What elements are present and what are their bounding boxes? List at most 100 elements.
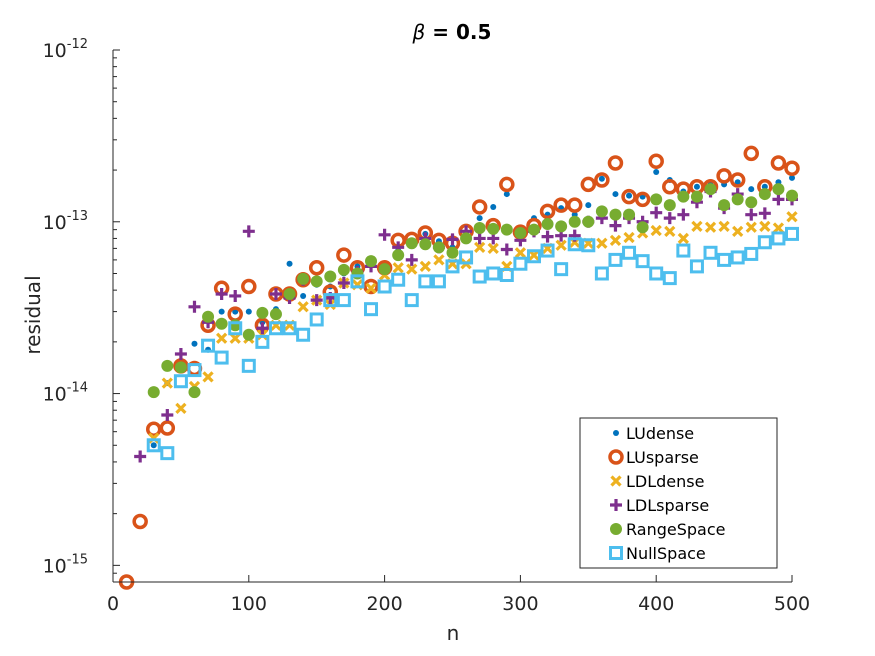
legend-label: LUsparse <box>626 448 699 467</box>
point-NullSpace <box>146 438 161 453</box>
point-LDLsparse <box>310 294 323 307</box>
point-LDLsparse <box>500 243 513 256</box>
point-LDLsparse <box>161 409 174 422</box>
point-LDLdense <box>623 231 635 244</box>
point-LUdense <box>218 308 225 315</box>
point-RangeSpace <box>419 238 432 251</box>
point-RangeSpace <box>242 328 255 341</box>
legend-box <box>579 417 778 569</box>
point-NullSpace <box>323 293 338 308</box>
point-LUsparse <box>729 172 746 188</box>
point-LUdense <box>476 215 483 222</box>
point-NullSpace <box>201 338 216 353</box>
chart-title: β = 0.5 <box>412 20 492 44</box>
point-NullSpace <box>336 293 351 308</box>
point-LUdense <box>503 191 510 198</box>
point-NullSpace <box>377 279 392 294</box>
point-NullSpace <box>649 266 664 281</box>
point-RangeSpace <box>772 183 785 196</box>
point-NullSpace <box>594 266 609 281</box>
point-LDLdense <box>392 262 404 274</box>
point-LDLsparse <box>215 287 228 300</box>
point-NullSpace <box>744 246 759 261</box>
point-LUsparse <box>539 203 556 220</box>
point-LUsparse <box>634 191 651 208</box>
x-axis-label: n <box>447 621 460 645</box>
point-NullSpace <box>241 358 256 373</box>
point-LUsparse <box>363 278 379 295</box>
point-RangeSpace <box>432 241 445 254</box>
point-LDLdense <box>297 301 309 313</box>
point-LUsparse <box>648 153 664 170</box>
point-RangeSpace <box>269 308 282 321</box>
point-NullSpace <box>282 321 297 336</box>
point-LDLdense <box>487 242 499 255</box>
point-RangeSpace <box>595 205 608 218</box>
point-RangeSpace <box>527 223 540 236</box>
point-RangeSpace <box>215 317 228 330</box>
point-LUdense <box>612 191 619 198</box>
legend-marker-LUdense <box>613 430 619 436</box>
point-LDLdense <box>216 332 228 344</box>
point-LDLsparse <box>405 253 418 266</box>
x-tick-label: 500 <box>774 593 810 615</box>
point-NullSpace <box>472 269 487 284</box>
legend-label: LDLsparse <box>626 496 709 515</box>
point-LUsparse <box>471 199 488 215</box>
point-RangeSpace <box>378 263 391 276</box>
point-LDLdense <box>609 234 622 246</box>
point-LUdense <box>300 292 307 299</box>
point-LUsparse <box>241 278 257 295</box>
point-LDLdense <box>596 237 608 249</box>
point-NullSpace <box>364 302 379 317</box>
point-RangeSpace <box>202 310 215 323</box>
point-LUdense <box>150 442 157 449</box>
point-LDLdense <box>718 220 730 233</box>
point-RangeSpace <box>758 188 771 201</box>
point-RangeSpace <box>188 386 201 399</box>
point-LDLdense <box>786 211 798 223</box>
legend-marker-LDLsparse <box>610 499 622 511</box>
point-LUsparse <box>784 160 800 176</box>
x-tick-label: 400 <box>638 593 674 615</box>
point-NullSpace <box>499 268 514 283</box>
point-NullSpace <box>771 231 786 246</box>
point-LUdense <box>585 202 592 209</box>
point-LUsparse <box>336 247 352 263</box>
point-RangeSpace <box>283 287 296 300</box>
point-NullSpace <box>662 271 677 286</box>
point-LUsparse <box>308 260 325 276</box>
title-symbol: β <box>412 20 426 44</box>
point-LDLsparse <box>242 225 255 238</box>
point-LUdense <box>761 183 768 190</box>
point-NullSpace <box>404 293 419 308</box>
point-NullSpace <box>418 274 433 289</box>
point-LDLsparse <box>541 230 554 243</box>
point-LUdense <box>598 175 605 182</box>
point-LDLsparse <box>473 232 486 245</box>
point-LDLsparse <box>337 277 350 290</box>
point-LDLdense <box>555 239 567 251</box>
point-LUsparse <box>594 172 610 188</box>
point-LUsparse <box>580 176 597 193</box>
point-NullSpace <box>717 252 732 267</box>
point-RangeSpace <box>337 263 350 276</box>
point-RangeSpace <box>636 221 649 234</box>
point-RangeSpace <box>324 270 337 283</box>
point-NullSpace <box>187 363 202 378</box>
point-LDLdense <box>732 225 744 237</box>
point-RangeSpace <box>690 190 703 203</box>
point-LDLdense <box>474 241 486 253</box>
point-RangeSpace <box>514 227 527 240</box>
series-LUsparse <box>118 145 800 590</box>
point-NullSpace <box>309 312 324 327</box>
point-RangeSpace <box>650 193 663 206</box>
point-RangeSpace <box>405 237 418 250</box>
point-NullSpace <box>160 446 175 461</box>
point-LUsparse <box>716 168 732 184</box>
legend-label: LUdense <box>626 424 694 443</box>
point-LDLsparse <box>758 207 771 220</box>
legend-marker-NullSpace <box>609 546 623 560</box>
point-RangeSpace <box>555 220 568 233</box>
